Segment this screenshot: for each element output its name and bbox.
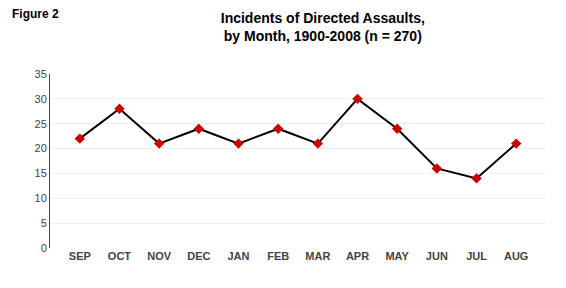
- svg-text:5: 5: [41, 217, 47, 229]
- svg-text:Figure 2: Figure 2: [12, 7, 59, 21]
- svg-text:JAN: JAN: [227, 250, 249, 262]
- svg-text:JUN: JUN: [426, 250, 448, 262]
- svg-text:JUL: JUL: [466, 250, 487, 262]
- svg-text:10: 10: [35, 192, 47, 204]
- svg-text:FEB: FEB: [267, 250, 289, 262]
- svg-text:NOV: NOV: [147, 250, 172, 262]
- svg-text:15: 15: [35, 167, 47, 179]
- svg-text:SEP: SEP: [69, 250, 91, 262]
- svg-text:20: 20: [35, 142, 47, 154]
- svg-text:30: 30: [35, 93, 47, 105]
- svg-text:MAY: MAY: [385, 250, 409, 262]
- svg-text:OCT: OCT: [108, 250, 132, 262]
- svg-text:25: 25: [35, 118, 47, 130]
- svg-text:APR: APR: [346, 250, 369, 262]
- svg-text:0: 0: [41, 242, 47, 254]
- svg-text:35: 35: [35, 68, 47, 80]
- svg-text:DEC: DEC: [187, 250, 210, 262]
- svg-text:MAR: MAR: [305, 250, 330, 262]
- svg-text:Incidents of Directed Assaults: Incidents of Directed Assaults,by Month,…: [221, 10, 425, 44]
- svg-text:AUG: AUG: [504, 250, 528, 262]
